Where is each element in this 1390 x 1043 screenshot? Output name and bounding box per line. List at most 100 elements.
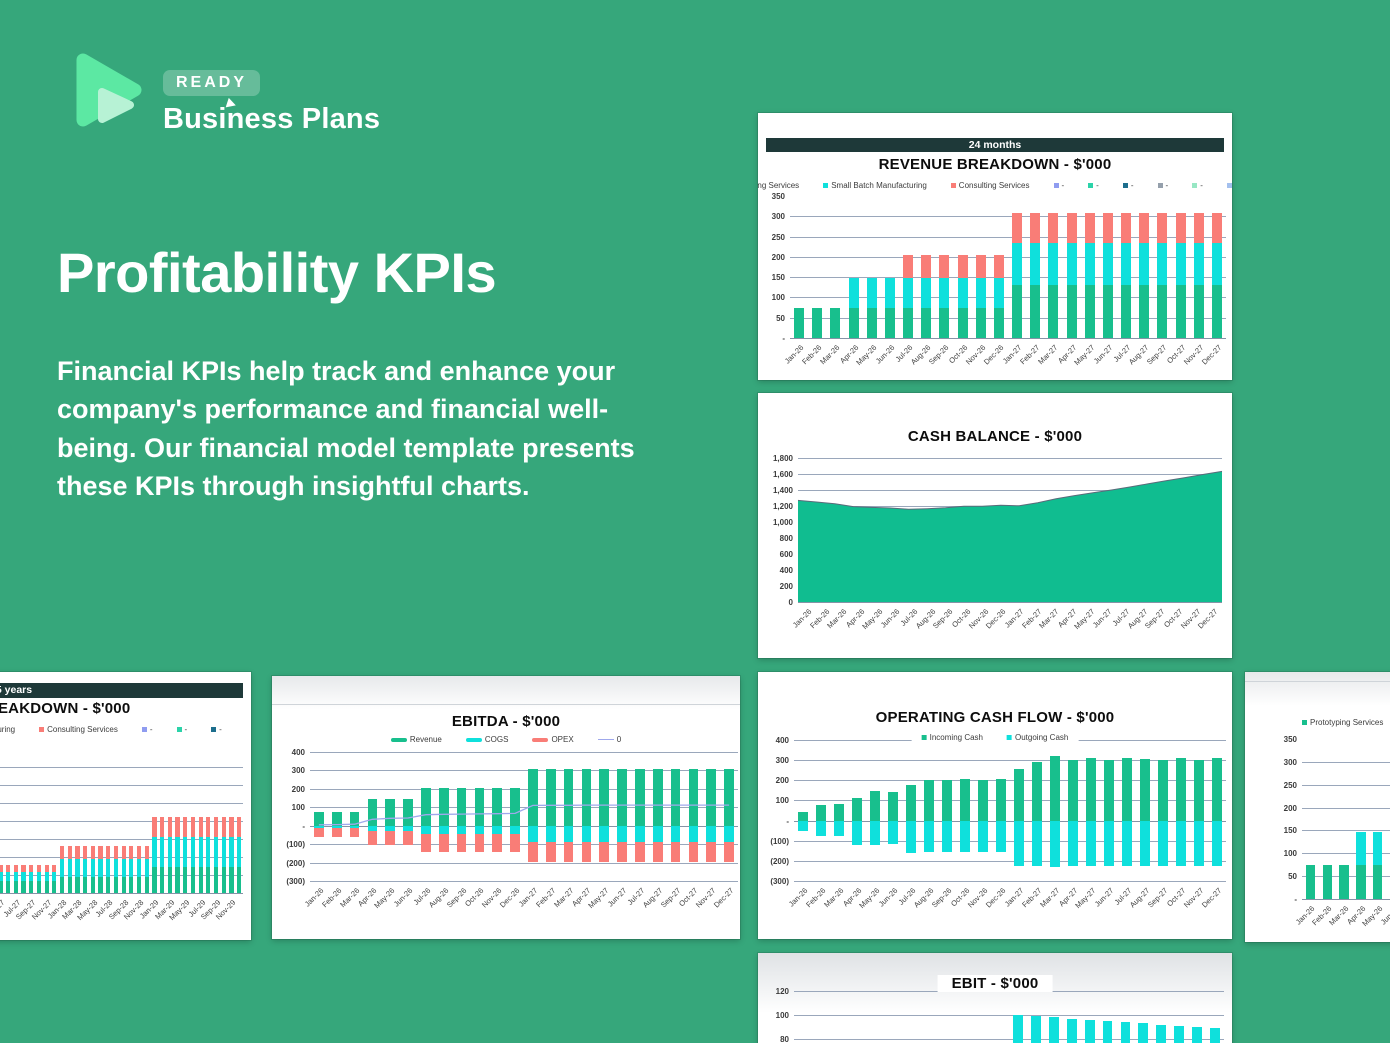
legend-label: Small Batch Manufacturing bbox=[0, 725, 16, 734]
bar-small-batch-manufacturing bbox=[1211, 243, 1222, 286]
bar-consulting-services bbox=[144, 846, 149, 859]
chart-title: REVENUE BREAKDOWN - $'000 bbox=[878, 156, 1112, 173]
bar-consulting-services bbox=[1066, 213, 1077, 244]
legend-label: OPEX bbox=[551, 735, 574, 744]
bar-revenue bbox=[421, 787, 431, 826]
bar-small-batch-manufacturing bbox=[44, 872, 49, 882]
bar-ebit bbox=[1156, 1024, 1167, 1043]
bar-consulting-services bbox=[229, 816, 234, 838]
y-axis-label: - bbox=[782, 334, 785, 343]
bar-small-batch-manufacturing bbox=[206, 837, 211, 867]
bar-small-batch-manufacturing bbox=[1193, 243, 1204, 286]
divider bbox=[272, 704, 740, 705]
y-axis-label: - bbox=[1294, 895, 1297, 904]
gridline bbox=[794, 1015, 1224, 1016]
x-axis-label: Jun-27 bbox=[1092, 886, 1116, 909]
bar-revenue bbox=[474, 787, 485, 826]
y-axis-label: 100 bbox=[291, 803, 305, 812]
bar-opex bbox=[438, 834, 449, 852]
bar-incoming-cash bbox=[906, 784, 916, 821]
bar-consulting-services bbox=[206, 816, 211, 838]
bar-prototyping-services bbox=[1157, 285, 1168, 338]
bar-opex bbox=[385, 831, 396, 846]
bar-outgoing-cash bbox=[834, 820, 844, 837]
gridline bbox=[0, 875, 243, 876]
bar-prototyping-services bbox=[1322, 864, 1332, 899]
gridline bbox=[798, 490, 1222, 491]
bar-revenue bbox=[617, 769, 627, 826]
bar-consulting-services bbox=[237, 816, 242, 838]
y-axis-label: 50 bbox=[776, 314, 785, 323]
bar-outgoing-cash bbox=[1194, 820, 1204, 867]
bar-incoming-cash bbox=[942, 780, 952, 821]
bar-cogs bbox=[385, 825, 396, 832]
y-axis-label: (300) bbox=[770, 877, 789, 886]
bar-small-batch-manufacturing bbox=[1356, 831, 1366, 865]
gridline bbox=[790, 237, 1226, 238]
chart-title: REVENUE BREAKDOWN - $'000 bbox=[0, 700, 131, 717]
bar-prototyping-services bbox=[1030, 285, 1041, 338]
bar-incoming-cash bbox=[1014, 768, 1024, 821]
bar-cogs bbox=[563, 825, 574, 843]
gridline bbox=[1302, 899, 1390, 900]
chart-title: EBIT - $'000 bbox=[937, 975, 1053, 992]
bar-opex bbox=[545, 842, 556, 862]
bar-prototyping-services bbox=[183, 866, 188, 893]
legend-label: - bbox=[1165, 181, 1169, 190]
bar-opex bbox=[670, 842, 681, 862]
bar-small-batch-manufacturing bbox=[1048, 243, 1059, 286]
bar-consulting-services bbox=[1048, 213, 1059, 244]
x-axis-label: Jun-26 bbox=[873, 343, 897, 366]
gridline bbox=[1302, 808, 1390, 809]
bar-small-batch-manufacturing bbox=[90, 858, 95, 877]
bar-revenue bbox=[492, 787, 503, 826]
bar-prototyping-services bbox=[6, 881, 11, 893]
bar-opex bbox=[314, 827, 324, 837]
legend-swatch bbox=[1006, 735, 1012, 740]
bar-small-batch-manufacturing bbox=[1139, 243, 1150, 286]
gridline bbox=[794, 881, 1226, 882]
bar-prototyping-services bbox=[198, 866, 203, 893]
bar-cogs bbox=[545, 825, 556, 843]
bar-opex bbox=[617, 842, 627, 862]
bar-consulting-services bbox=[44, 865, 49, 873]
bar-prototyping-services bbox=[98, 876, 103, 893]
bar-consulting-services bbox=[98, 846, 103, 859]
bar-prototyping-services bbox=[90, 876, 95, 893]
bar-consulting-services bbox=[6, 865, 11, 873]
y-axis-label: 1,400 bbox=[772, 486, 793, 495]
y-axis-label: 400 bbox=[775, 736, 789, 745]
bar-cogs bbox=[617, 825, 627, 843]
gridline bbox=[1302, 853, 1390, 854]
bar-opex bbox=[331, 827, 342, 837]
chart-legend: Prototyping Services Small Batch Manufact… bbox=[758, 181, 1232, 190]
gridline bbox=[790, 257, 1226, 258]
bar-outgoing-cash bbox=[1086, 820, 1096, 867]
chart-title: EBITDA - $'000 bbox=[451, 713, 561, 730]
bar-consulting-services bbox=[52, 865, 57, 873]
legend-swatch bbox=[921, 735, 927, 740]
x-axis-label: Feb-27 bbox=[1020, 886, 1044, 910]
legend-label: Revenue bbox=[409, 735, 442, 744]
bar-incoming-cash bbox=[1212, 758, 1222, 821]
legend-swatch bbox=[1088, 183, 1094, 188]
y-axis-label: 300 bbox=[291, 766, 305, 775]
bar-consulting-services bbox=[221, 816, 226, 838]
bar-prototyping-services bbox=[206, 866, 211, 893]
bar-small-batch-manufacturing bbox=[75, 858, 80, 877]
y-axis-label: 300 bbox=[775, 756, 789, 765]
legend-label: 0 bbox=[616, 735, 622, 744]
legend-label: Prototyping Services bbox=[758, 181, 800, 190]
bar-prototyping-services bbox=[221, 866, 226, 893]
bar-incoming-cash bbox=[960, 778, 970, 821]
bar-revenue bbox=[456, 787, 467, 826]
bar-small-batch-manufacturing bbox=[957, 278, 968, 308]
legend-label: - bbox=[1061, 181, 1065, 190]
bar-prototyping-services bbox=[152, 866, 157, 893]
legend-item: Revenue bbox=[390, 735, 442, 744]
bar-prototyping-services bbox=[175, 866, 180, 893]
bar-ebit bbox=[1174, 1025, 1185, 1043]
bar-small-batch-manufacturing bbox=[1121, 243, 1132, 286]
x-axis-label: Mar-26 bbox=[822, 886, 846, 910]
bar-prototyping-services bbox=[67, 876, 72, 893]
